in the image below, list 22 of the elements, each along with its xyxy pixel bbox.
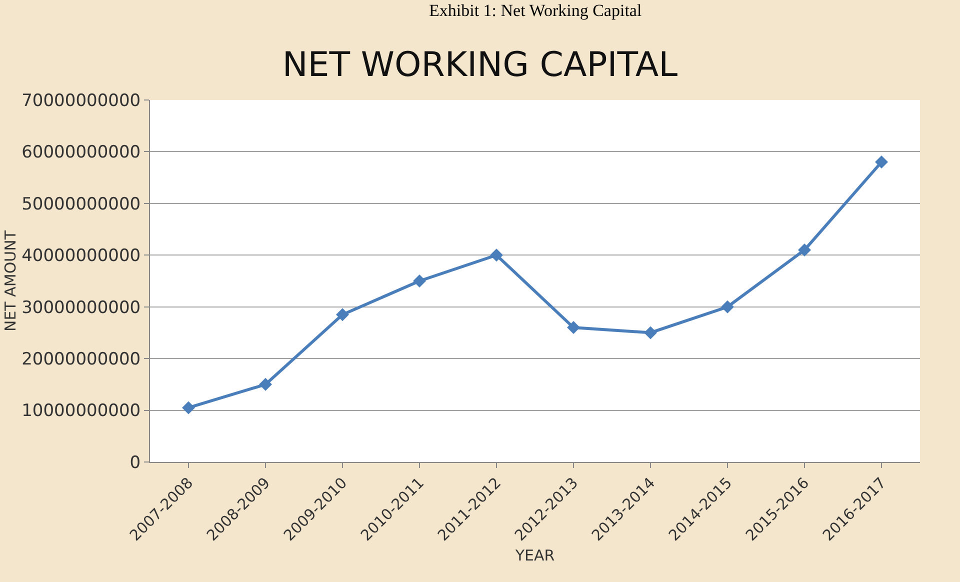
point	[259, 378, 272, 391]
y-tick-label: 40000000000	[22, 246, 141, 266]
y-tick-label: 20000000000	[22, 350, 141, 370]
x-axis-title: YEAR	[514, 546, 555, 564]
y-tick-label: 50000000000	[22, 194, 141, 214]
point	[567, 321, 580, 334]
y-tick-label: 60000000000	[22, 142, 141, 163]
point	[875, 156, 888, 169]
text: Exhibit 1: Net Working Capital	[429, 1, 642, 20]
point	[336, 308, 349, 322]
y-axis-title: NET AMOUNT	[2, 230, 20, 332]
point	[182, 401, 195, 414]
point	[721, 300, 734, 314]
y-tick-label: 10000000000	[22, 401, 141, 422]
point	[644, 326, 657, 340]
chart-title: NET WORKING CAPITAL	[282, 44, 678, 85]
point	[490, 248, 503, 262]
y-tick-label: 30000000000	[22, 298, 141, 318]
point	[413, 274, 426, 288]
y-tick-label: 70000000000	[22, 90, 141, 111]
point	[798, 243, 811, 256]
y-tick-label: 0	[130, 452, 141, 473]
